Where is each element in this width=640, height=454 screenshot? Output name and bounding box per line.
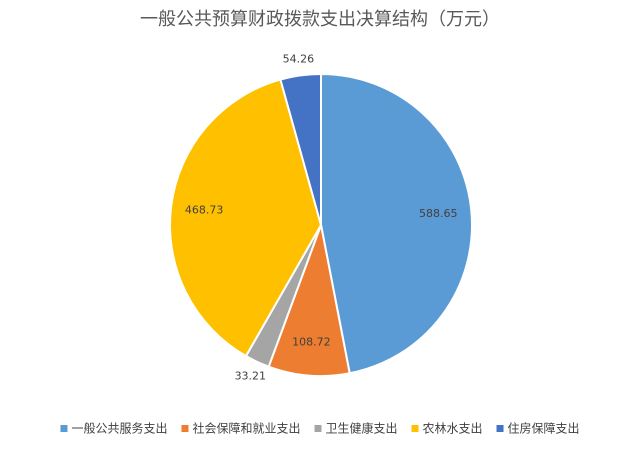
pie-slice [279, 72, 322, 226]
chart-title: 一般公共预算财政拨款支出决算结构（万元） [140, 9, 500, 30]
legend-swatch [181, 425, 189, 432]
legend-swatch [60, 425, 68, 432]
pie-slice [169, 78, 323, 358]
data-label: 108.72 [292, 335, 331, 348]
legend-label: 农林水支出 [423, 422, 483, 436]
legend-swatch [496, 425, 504, 432]
pie-slice [320, 72, 473, 375]
legend-label: 卫生健康支出 [325, 421, 397, 436]
pie-slice [267, 221, 351, 377]
legend-label: 住房保障支出 [508, 421, 580, 436]
data-label: 468.73 [185, 203, 224, 216]
legend-label: 社会保障和就业支出 [192, 421, 300, 436]
data-label: 54.26 [283, 53, 315, 66]
data-label: 33.21 [235, 369, 267, 382]
legend-swatch [314, 425, 322, 432]
data-label: 588.65 [419, 207, 458, 220]
legend-swatch [411, 425, 419, 432]
legend-label: 一般公共服务支出 [71, 421, 167, 436]
